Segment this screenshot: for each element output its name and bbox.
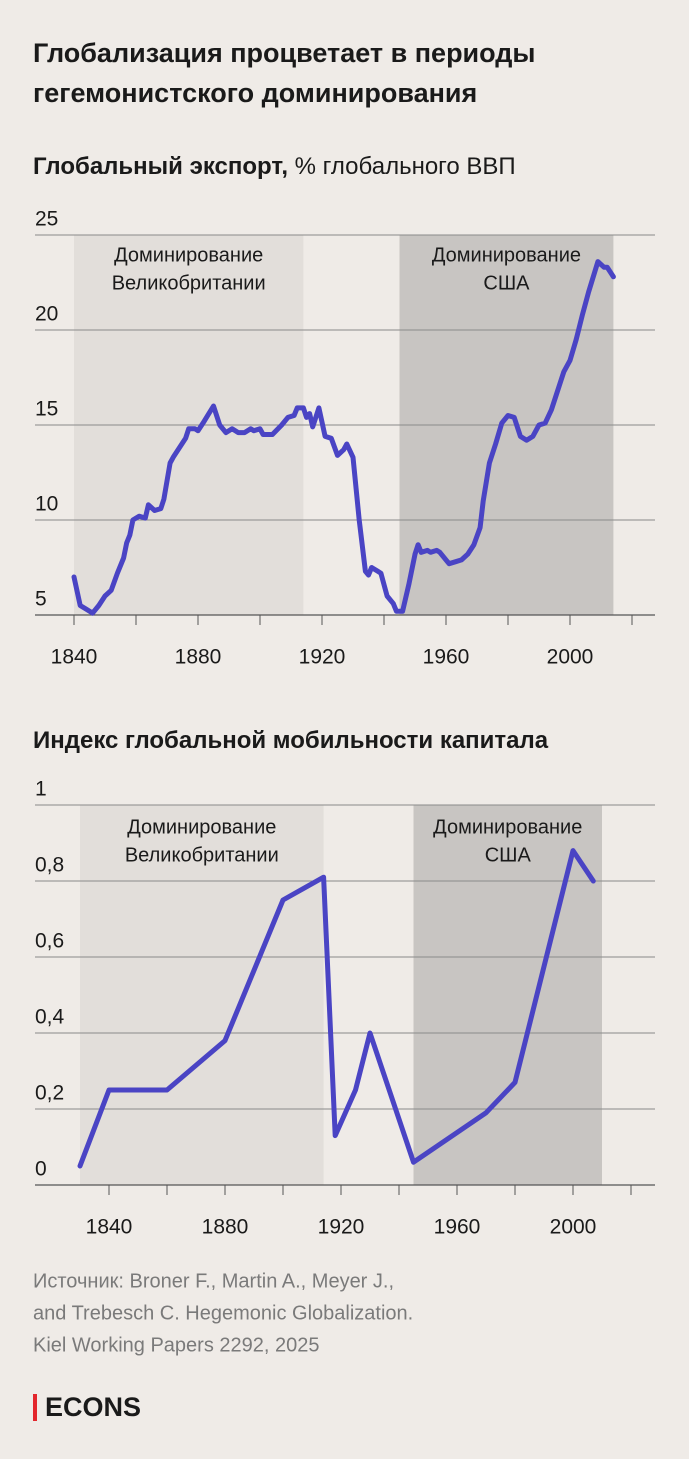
y-tick-label: 0,4 xyxy=(35,1006,65,1029)
region xyxy=(80,805,324,1185)
y-tick-label: 10 xyxy=(35,493,58,516)
x-tick-label: 1840 xyxy=(86,1216,133,1239)
page-title: Глобализация процветает в периоды xyxy=(33,38,536,68)
x-tick-label: 1920 xyxy=(318,1216,365,1239)
chart-title-part: % глобального ВВП xyxy=(288,153,516,180)
y-tick-label: 0,6 xyxy=(35,930,64,953)
y-tick-label: 0 xyxy=(35,1158,47,1181)
y-tick-label: 20 xyxy=(35,303,58,326)
x-tick-label: 1840 xyxy=(51,646,98,669)
page-title: гегемонистского доминирования xyxy=(33,78,477,108)
x-tick-label: 1920 xyxy=(299,646,346,669)
region-label: Великобритании xyxy=(125,844,279,866)
region-label: Великобритании xyxy=(112,272,266,294)
x-tick-label: 1960 xyxy=(423,646,470,669)
source: Kiel Working Papers 2292, 2025 xyxy=(33,1334,319,1356)
source: and Trebesch C. Hegemonic Globalization. xyxy=(33,1302,413,1324)
chart-title: Глобальный экспорт, % глобального ВВП xyxy=(33,153,516,180)
x-tick-label: 2000 xyxy=(547,646,594,669)
y-tick-label: 1 xyxy=(35,778,47,801)
region-label: Доминирование xyxy=(114,244,263,266)
x-tick-label: 1960 xyxy=(434,1216,481,1239)
y-tick-label: 0,2 xyxy=(35,1082,64,1105)
x-tick-label: 2000 xyxy=(550,1216,597,1239)
region-label: Доминирование xyxy=(127,816,276,838)
region-label: США xyxy=(483,272,530,294)
y-tick-label: 25 xyxy=(35,208,58,231)
region-label: Доминирование xyxy=(432,244,581,266)
logo-bar xyxy=(33,1394,37,1421)
y-tick-label: 5 xyxy=(35,588,47,611)
region-label: Доминирование xyxy=(433,816,582,838)
data-line xyxy=(77,848,596,1169)
logo: ECONS xyxy=(45,1392,141,1422)
chart-title-part: Глобальный экспорт, xyxy=(33,153,288,180)
source: Источник: Broner F., Martin A., Meyer J.… xyxy=(33,1270,394,1292)
y-tick-label: 0,8 xyxy=(35,854,64,877)
y-tick-label: 15 xyxy=(35,398,58,421)
chart-title-part: Индекс глобальной мобильности капитала xyxy=(33,727,549,754)
data-line xyxy=(71,259,616,616)
x-tick-label: 1880 xyxy=(175,646,222,669)
region-label: США xyxy=(485,844,532,866)
chart-title: Индекс глобальной мобильности капитала xyxy=(33,727,549,754)
x-tick-label: 1880 xyxy=(202,1216,249,1239)
